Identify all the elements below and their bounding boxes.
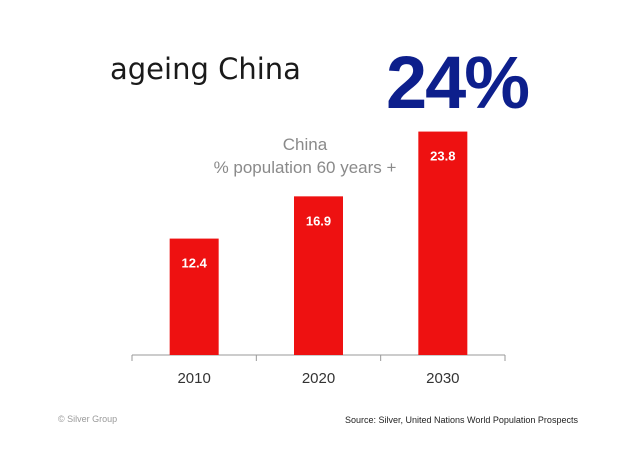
chart-title: China % population 60 years + [170,133,440,179]
big-stat: 24% [386,41,530,124]
chart-title-line-2: % population 60 years + [213,158,397,177]
data-label-2030: 23.8 [430,149,455,164]
slide-title: ageing China [110,52,301,86]
bar-2020 [294,196,343,355]
source-footer: Source: Silver, United Nations World Pop… [345,415,578,425]
bar-2030 [418,131,468,355]
x-tick-label-2010: 2010 [177,370,210,387]
data-label-2020: 16.9 [306,213,331,228]
copyright-footer: © Silver Group [58,414,118,424]
x-tick-label-2030: 2030 [426,370,459,387]
bar-2010 [169,238,219,355]
chart-title-line-1: China [282,135,328,154]
x-tick-label-2020: 2020 [302,370,335,387]
data-label-2010: 12.4 [182,256,208,271]
